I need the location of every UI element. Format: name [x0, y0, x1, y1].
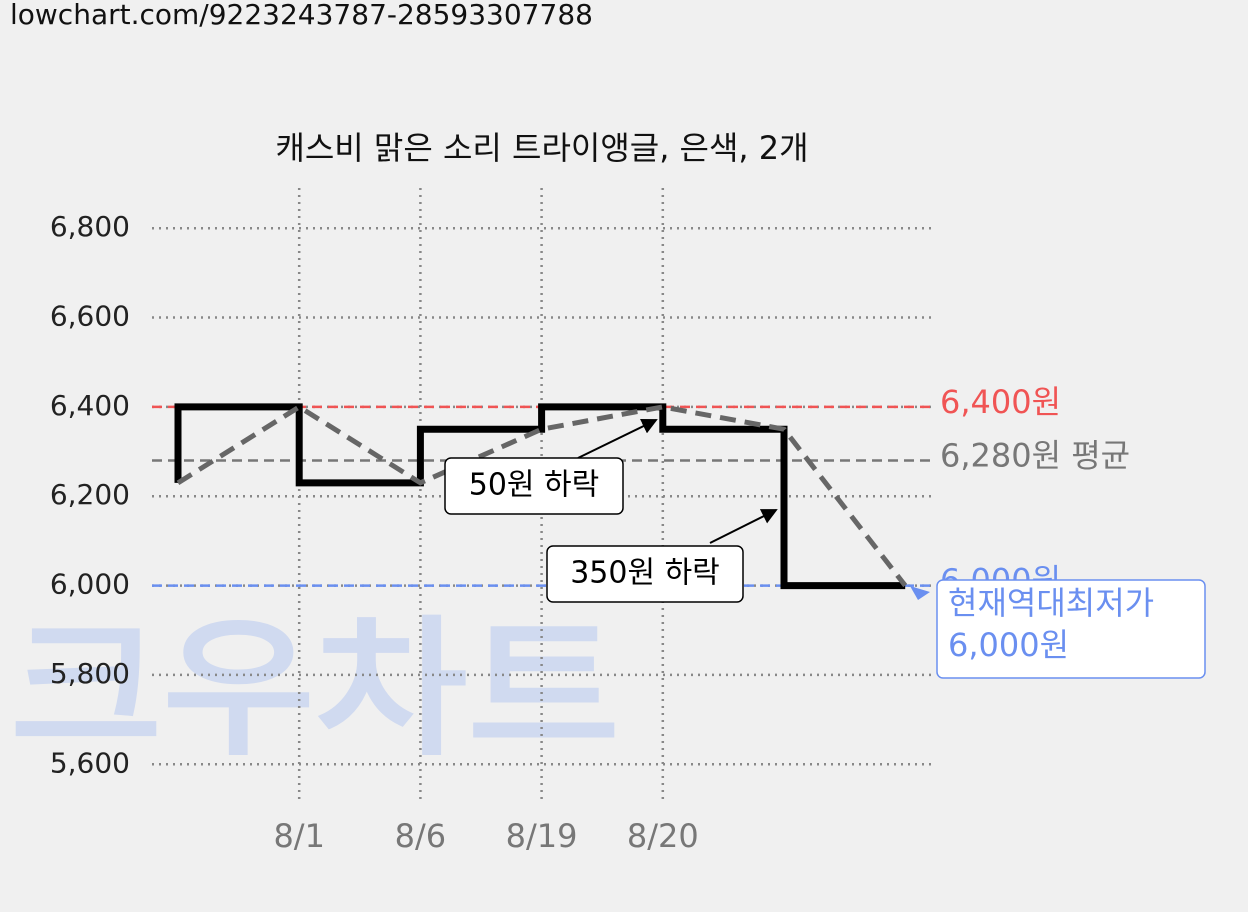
x-tick-label: 8/20 [627, 817, 699, 855]
y-tick-label: 6,800 [50, 210, 130, 243]
annotation-text: 50원 하락 [469, 468, 600, 503]
annotation-box [546, 545, 744, 603]
watermark: 크우차트 [10, 603, 620, 777]
reference-label: 6,400원 [940, 383, 1061, 421]
callout-box [936, 579, 1206, 679]
url: lowchart.com/9223243787-28593307788 [10, 0, 593, 31]
x-tick-label: 8/1 [273, 817, 325, 855]
y-tick-label: 6,600 [50, 300, 130, 333]
y-tick-label: 5,600 [50, 746, 130, 779]
x-tick-label: 8/19 [506, 817, 578, 855]
annotation-box [444, 457, 624, 515]
callout-text: 6,000원 [948, 626, 1069, 664]
line [176, 403, 908, 588]
y-tick-label: 5,800 [50, 657, 130, 690]
x-tick-label: 8/6 [395, 817, 447, 855]
reference-label: 6,280원 평균 [940, 436, 1130, 474]
annotation-arrow [577, 418, 658, 459]
callout-text: 현재역대최저가 [948, 584, 1154, 622]
chart-title: 캐스비 맑은 소리 트라이앵글, 은색, 2개 [275, 129, 808, 167]
y-tick-label: 6,200 [50, 478, 130, 511]
annotation-arrow [709, 509, 778, 544]
y-tick-label: 6,000 [50, 568, 130, 601]
y-tick-label: 6,400 [50, 389, 130, 422]
callout-arrow [910, 586, 930, 600]
annotation-text: 350원 하락 [570, 556, 720, 591]
